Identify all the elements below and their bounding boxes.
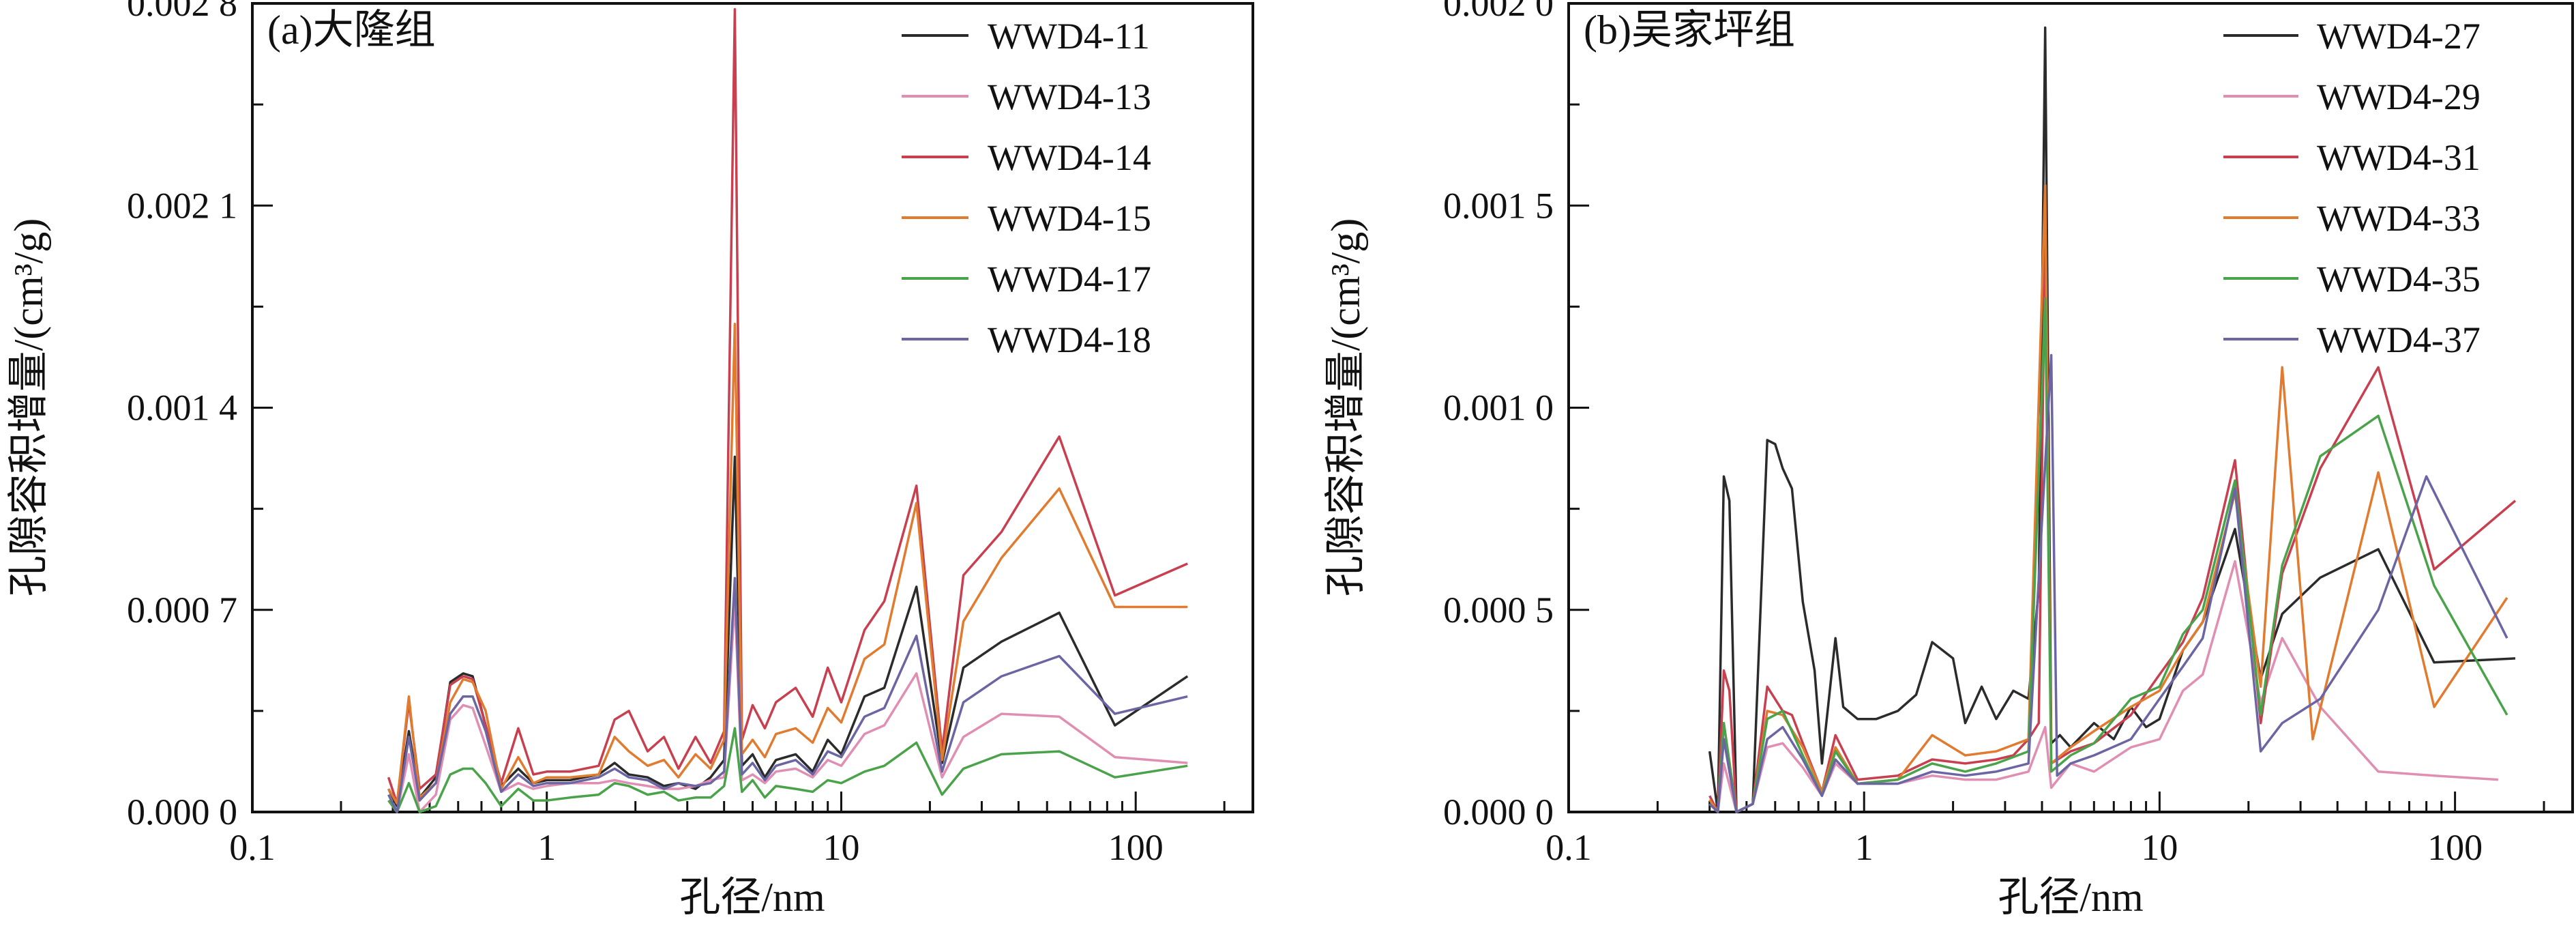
y-tick-label: 0.000 0	[1443, 792, 1554, 832]
y-tick-label: 0.000 5	[1443, 590, 1554, 630]
panel-title-b: (b)吴家坪组	[1584, 8, 1795, 53]
legend-label: WWD4-33	[2317, 198, 2481, 239]
series-line-wwd4-11	[387, 455, 1189, 808]
y-tick-label: 0.001 5	[1443, 185, 1554, 226]
legend-label: WWD4-11	[988, 16, 1150, 57]
axis-ticks-a: 0.1 1 10 100 0.000 0 0.000 7 0.001 4 0.002 1 0.0…	[127, 0, 1226, 868]
legend-label: WWD4-27	[2317, 16, 2481, 57]
x-tick-label: 10	[2141, 827, 2178, 868]
y-tick-label: 0.000 7	[127, 590, 237, 630]
legend-label: WWD4-15	[988, 198, 1151, 239]
y-axis-title-b: 孔隙容积增量/(cm³/g)	[1323, 218, 1368, 597]
x-tick-label: 10	[823, 827, 859, 868]
series-line-wwd4-29	[1708, 560, 2499, 813]
legend-label: WWD4-18	[988, 319, 1151, 360]
legend-label: WWD4-14	[988, 137, 1151, 178]
x-tick-label: 0.1	[229, 827, 276, 868]
x-tick-label: 100	[2427, 827, 2483, 868]
y-tick-label: 0.001 4	[127, 388, 237, 429]
x-tick-label: 1	[1855, 827, 1874, 868]
y-tick-label: 0.002 1	[127, 185, 237, 226]
y-tick-label: 0.001 0	[1443, 388, 1554, 429]
series-line-wwd4-17	[387, 727, 1188, 813]
y-axis-title-a: 孔隙容积增量/(cm³/g)	[6, 218, 51, 597]
y-tick-label: 0.002 0	[1443, 0, 1554, 24]
series-line-wwd4-14	[387, 8, 1188, 805]
series-line-wwd4-31	[1708, 220, 2517, 813]
plot-frame-a	[251, 2, 1254, 813]
y-tick-label: 0.002 8	[127, 0, 237, 24]
x-axis-title-a: 孔径/nm	[679, 875, 825, 920]
legend-label: WWD4-31	[2317, 137, 2481, 178]
legend-label: WWD4-35	[2317, 259, 2481, 300]
x-tick-label: 100	[1108, 827, 1164, 868]
axis-ticks-b: 0.1 1 10 100 0.000 0 0.000 5 0.001 0 0.001 5 0.0…	[1443, 0, 2545, 868]
panel-a: 0.1 1 10 100 0.000 0 0.000 7 0.001 4 0.002 1 0.0…	[6, 0, 1254, 920]
x-axis-title-b: 孔径/nm	[1998, 875, 2143, 920]
x-tick-label: 0.1	[1545, 827, 1592, 868]
series-line-wwd4-37	[1708, 353, 2508, 813]
series-line-wwd4-15	[387, 323, 1188, 805]
series-layer-b	[1708, 26, 2517, 813]
legend-a: WWD4-11 WWD4-13 WWD4-14 WWD4-15 WWD4-17 WWD4-…	[902, 16, 1151, 360]
legend-b: WWD4-27 WWD4-29 WWD4-31 WWD4-33 WWD4-35 WWD4-…	[2223, 16, 2481, 360]
legend-label: WWD4-29	[2317, 76, 2481, 117]
series-line-wwd4-18	[387, 577, 1188, 813]
x-tick-label: 1	[537, 827, 556, 868]
series-layer-a	[387, 8, 1189, 813]
panel-b: 0.1 1 10 100 0.000 0 0.000 5 0.001 0 0.001 5 0.0…	[1323, 0, 2574, 920]
panel-title-a: (a)大隆组	[267, 8, 436, 53]
y-tick-label: 0.000 0	[127, 792, 237, 832]
legend-label: WWD4-37	[2317, 319, 2481, 360]
legend-label: WWD4-17	[988, 259, 1151, 300]
legend-label: WWD4-13	[988, 76, 1151, 117]
